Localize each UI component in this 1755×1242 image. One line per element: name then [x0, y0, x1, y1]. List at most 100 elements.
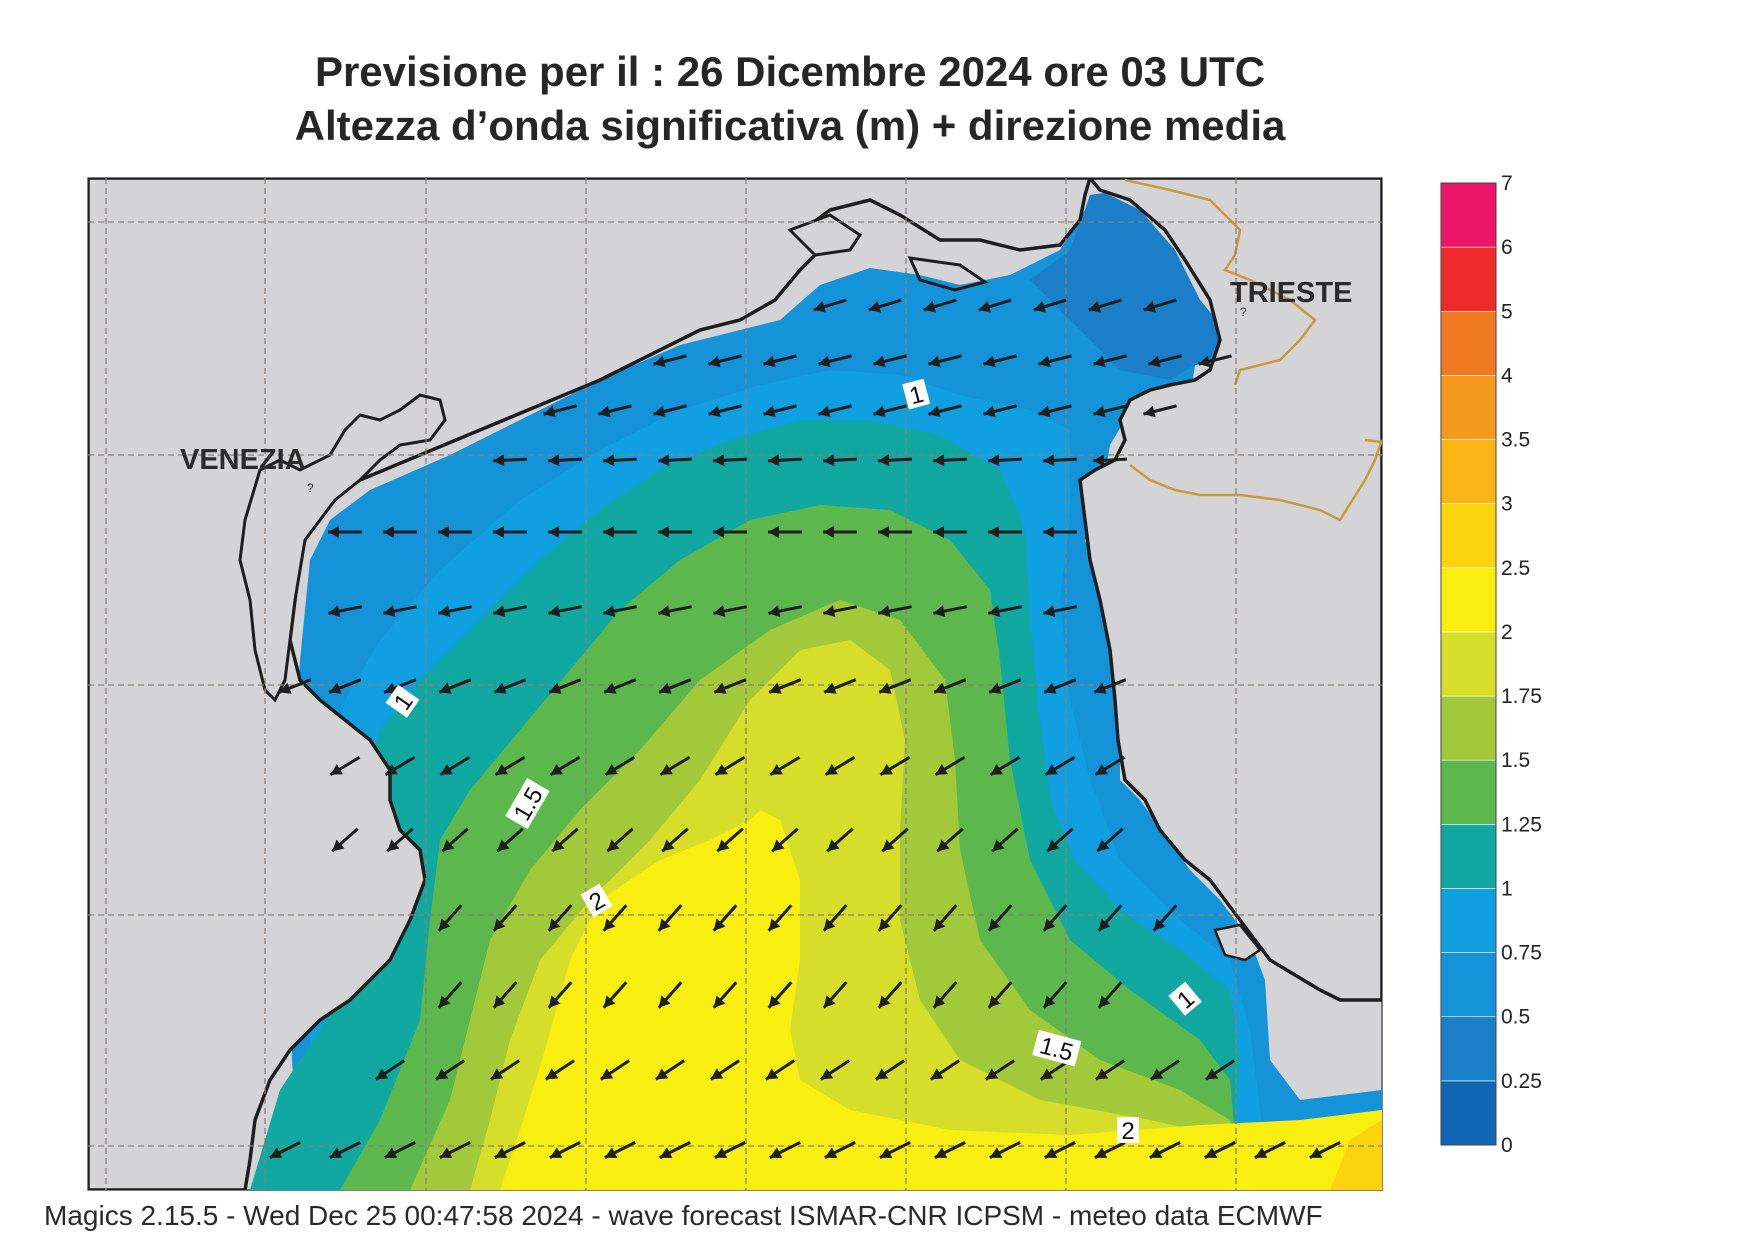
wave-arrow-head — [548, 454, 560, 467]
wave-arrow-head — [383, 605, 396, 618]
wave-arrow-head — [658, 918, 671, 931]
wave-arrow-head — [653, 405, 666, 418]
wave-arrow-head — [1149, 1147, 1163, 1159]
wave-arrow-head — [603, 526, 614, 538]
legend-swatch — [1440, 375, 1497, 440]
wave-arrow-head — [490, 1068, 504, 1080]
wave-arrow-head — [329, 682, 342, 694]
wave-arrow-head — [769, 1147, 783, 1159]
wave-arrow-head — [768, 605, 781, 618]
wave-arrow-head — [1033, 300, 1046, 313]
wave-arrow-head — [1043, 995, 1056, 1008]
wave-arrow-head — [873, 405, 886, 418]
wave-arrow-head — [933, 995, 946, 1008]
legend-swatch — [1440, 695, 1497, 761]
wave-arrow-head — [659, 682, 672, 694]
wave-arrow-head — [818, 405, 831, 418]
wave-arrow-head — [882, 839, 895, 852]
wave-arrow-head — [763, 405, 776, 418]
wave-arrow-head — [494, 682, 507, 694]
wave-arrow-head — [497, 839, 510, 852]
legend-tick-label: 1 — [1501, 877, 1513, 900]
legend-swatch — [1440, 824, 1497, 889]
wave-arrow-head — [823, 526, 834, 538]
wave-arrow-head — [988, 454, 1000, 467]
wave-arrow-head — [1038, 405, 1051, 418]
wave-arrow-head — [933, 918, 946, 931]
wave-arrow-head — [713, 995, 726, 1008]
wave-arrow-head — [873, 355, 886, 368]
svg-text:?: ? — [1240, 305, 1247, 319]
wave-arrow-head — [934, 682, 947, 694]
place-trieste: TRIESTE — [1230, 277, 1352, 309]
wave-arrow-head — [818, 355, 831, 368]
legend-tick-label: 3.5 — [1501, 429, 1530, 452]
wave-arrow-head — [384, 1147, 398, 1159]
wave-arrow-head — [600, 1068, 614, 1080]
wave-arrow-head — [713, 526, 724, 538]
wave-arrow-head — [824, 682, 837, 694]
wave-arrow-head — [937, 839, 950, 852]
wave-arrow-head — [552, 839, 565, 852]
border-line — [1124, 178, 1382, 522]
wave-arrow-head — [438, 526, 449, 538]
wave-arrow-head — [768, 454, 780, 467]
wave-arrow-head — [659, 1147, 673, 1159]
wave-arrow-head — [1043, 918, 1056, 931]
wave-arrow-head — [440, 763, 453, 775]
wave-arrow-head — [375, 1068, 389, 1080]
wave-arrow-head — [330, 763, 343, 775]
wave-arrow-head — [1043, 605, 1056, 618]
legend-swatch — [1440, 567, 1497, 633]
wave-arrow-head — [878, 995, 891, 1008]
wave-arrow-head — [435, 1068, 449, 1080]
wave-arrow-head — [607, 839, 620, 852]
wave-arrow-head — [988, 918, 1001, 931]
wave-arrow-head — [1095, 763, 1108, 775]
wave-arrow-head — [875, 1068, 889, 1080]
wave-arrow-head — [978, 300, 991, 313]
contour-label-1.5b: 1.5 — [1032, 1029, 1082, 1067]
wave-arrow-head — [1205, 1068, 1219, 1080]
wave-arrow-head — [823, 918, 836, 931]
wave-arrow-head — [878, 526, 889, 538]
wave-arrow-head — [990, 763, 1003, 775]
map-title: Previsione per il : 26 Dicembre 2024 ore… — [314, 48, 1266, 95]
wave-arrow-head — [438, 605, 451, 618]
wave-arrow-head — [269, 1147, 283, 1159]
wave-arrow-head — [772, 839, 785, 852]
wave-arrow-head — [1309, 1147, 1323, 1159]
wave-arrow-head — [660, 763, 673, 775]
wave-arrow-head — [768, 995, 781, 1008]
wave-arrow-head — [1093, 405, 1106, 418]
wave-arrow-head — [332, 839, 345, 852]
sea-band-2.5 — [1330, 1120, 1382, 1190]
wave-arrow-head — [823, 995, 836, 1008]
wave-arrow-head — [717, 839, 730, 852]
wave-arrow-head — [658, 454, 670, 467]
legend-tick-label: 0.75 — [1501, 942, 1542, 965]
svg-text:?: ? — [307, 481, 314, 495]
wave-arrow-head — [770, 763, 783, 775]
wave-arrow-head — [989, 682, 1002, 694]
map-subtitle: Altezza d’onda significativa (m) + direz… — [294, 102, 1286, 149]
legend-swatch — [1440, 503, 1497, 569]
wave-direction-arrows — [269, 298, 1341, 1159]
legend-tick-label: 6 — [1501, 236, 1513, 259]
wave-arrow-head — [493, 526, 504, 538]
wave-arrow-head — [549, 1147, 563, 1159]
legend-tick-label: 2 — [1501, 621, 1513, 644]
contour-label-1a: 1 — [902, 378, 931, 410]
wave-arrow-head — [1040, 1068, 1054, 1080]
wave-arrow-head — [983, 355, 996, 368]
legend-swatch — [1440, 759, 1497, 825]
venice-lagoon — [238, 393, 447, 703]
wave-arrow-head — [495, 763, 508, 775]
legend-tick-label: 2.5 — [1501, 557, 1530, 580]
wave-arrow-head — [713, 454, 725, 467]
wave-arrow-head — [1047, 839, 1060, 852]
wave-arrow-head — [1093, 454, 1105, 467]
wave-arrow-head — [279, 682, 292, 694]
wave-arrow-head — [710, 1068, 724, 1080]
